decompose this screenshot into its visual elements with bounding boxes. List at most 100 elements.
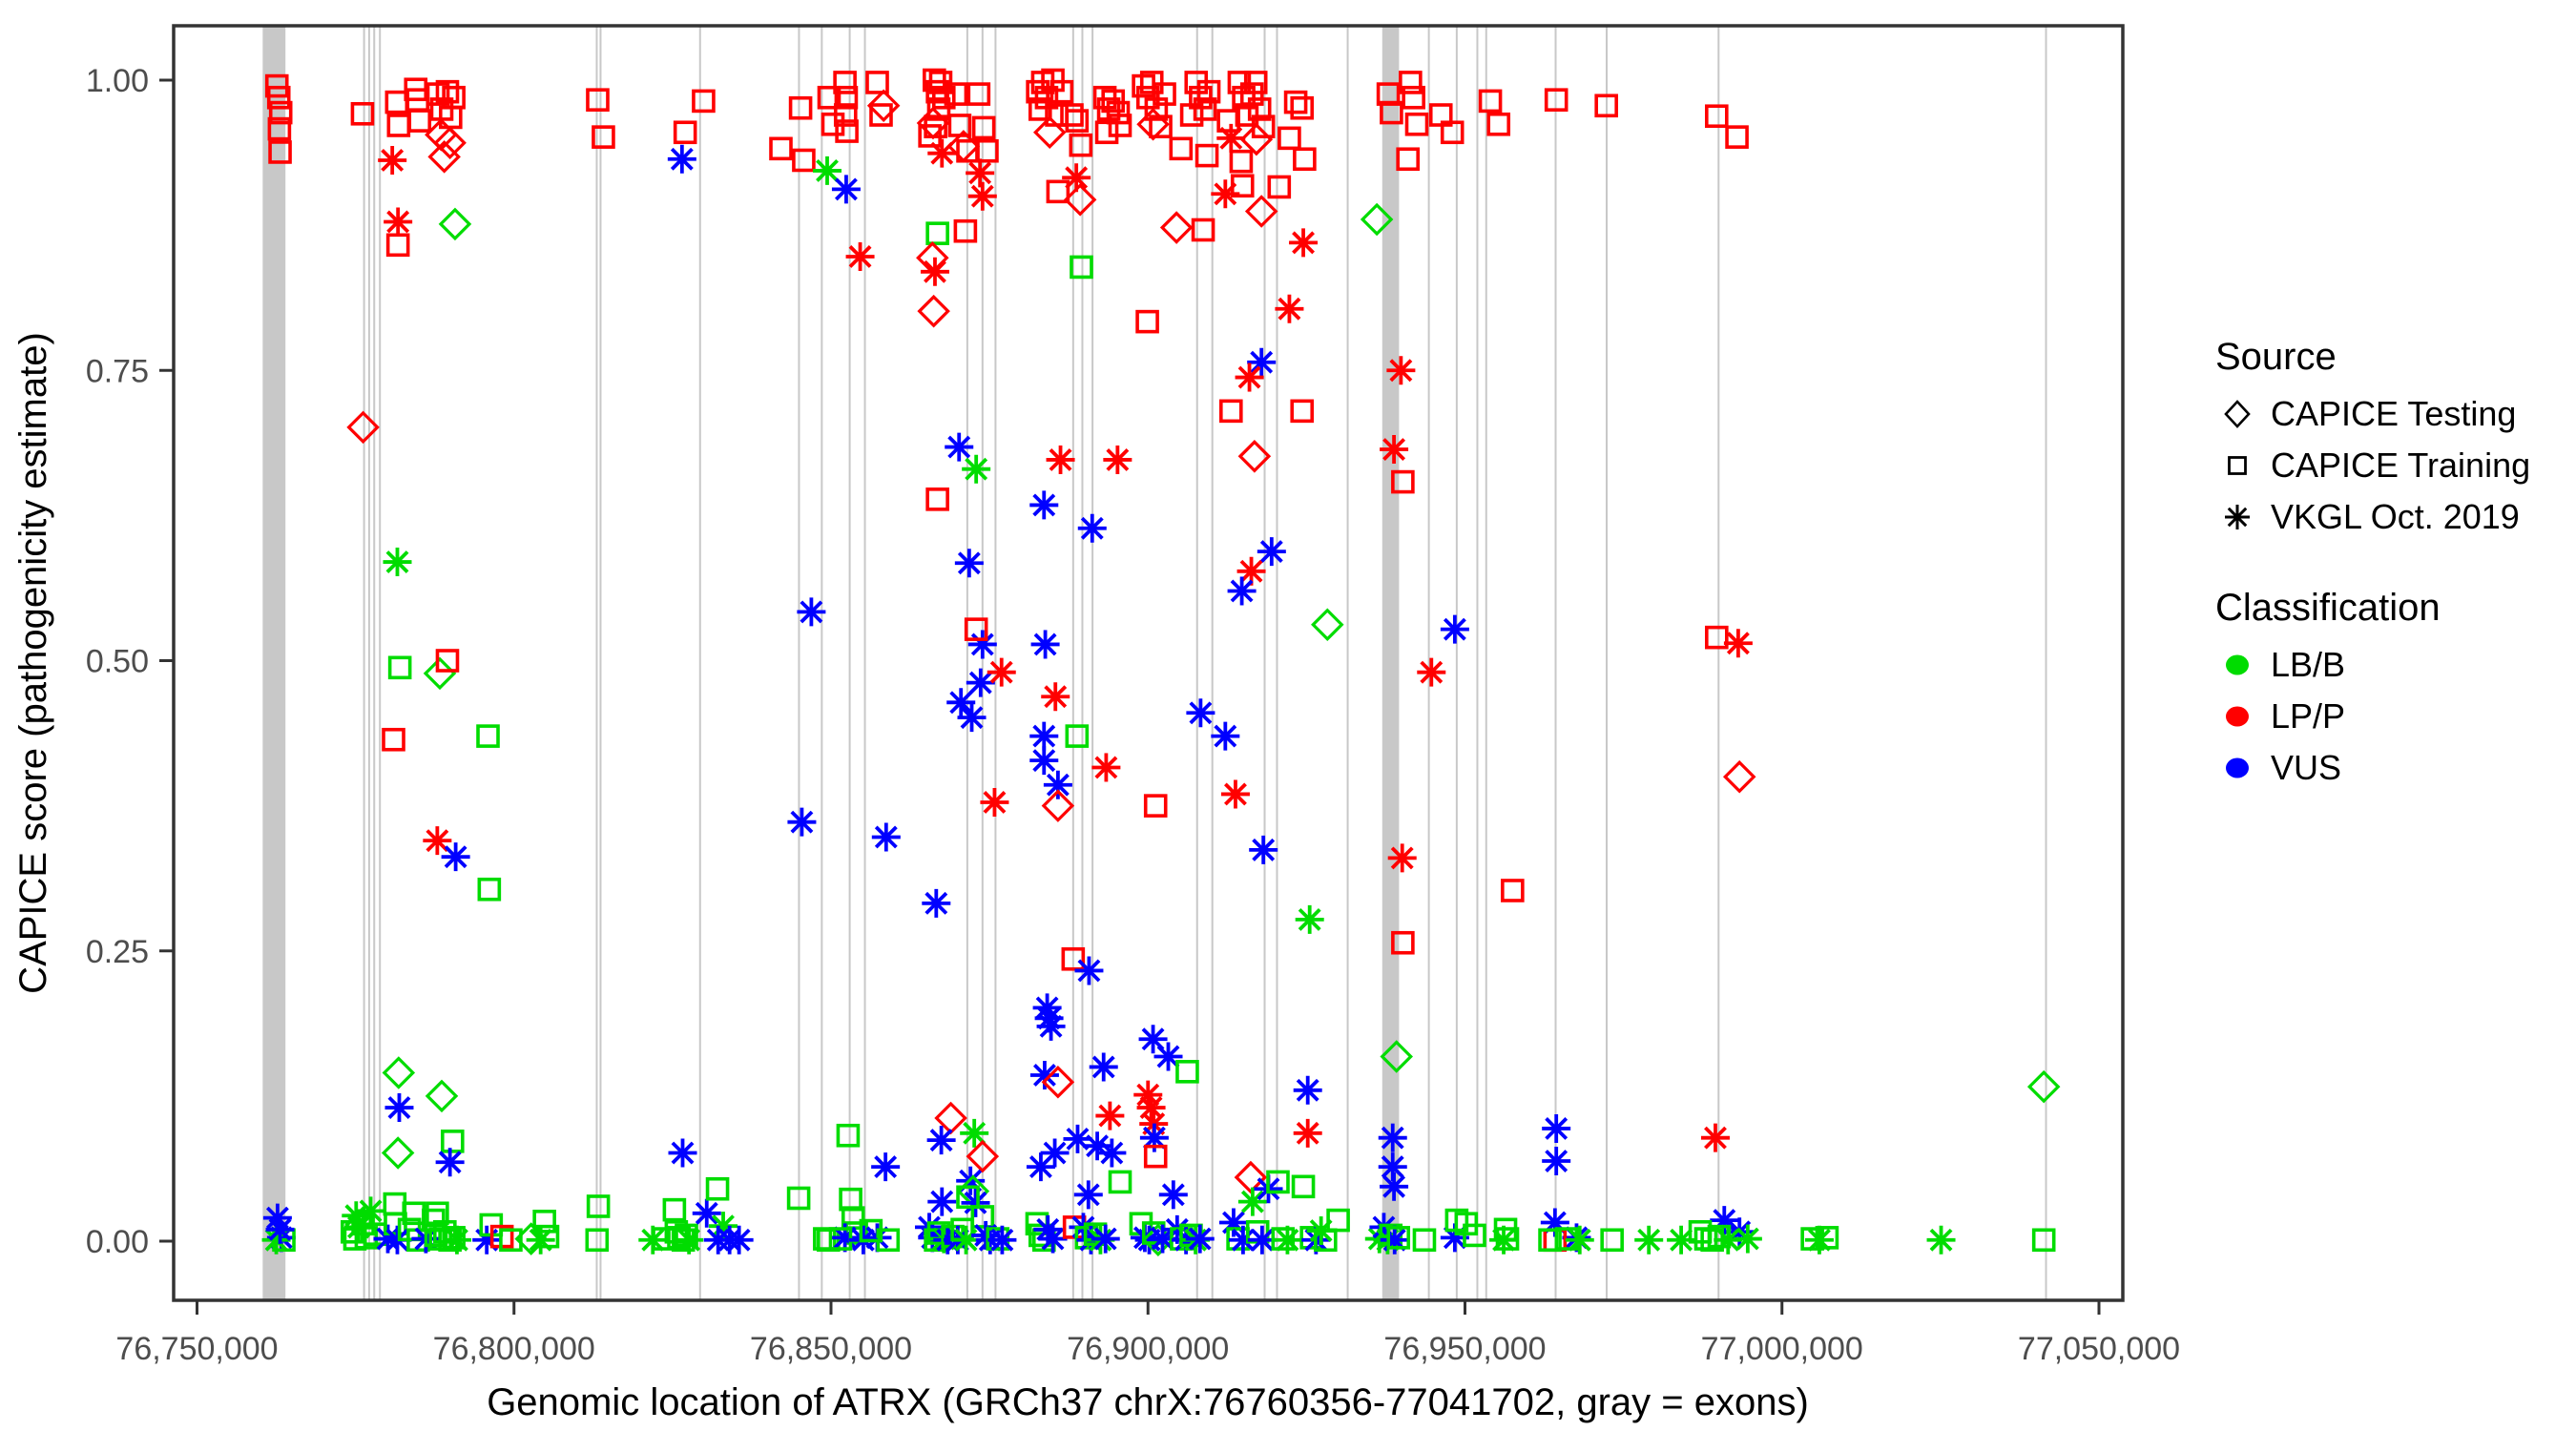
data-point [1091,1224,1120,1254]
data-point [1714,1225,1743,1255]
data-point [797,597,826,627]
vus-blue-dot-icon [2215,746,2259,790]
data-point [917,294,950,328]
y-tick-label: 1.00 [86,63,149,99]
data-point [662,1197,687,1222]
data-point [1380,1040,1413,1073]
data-point [1725,125,1749,149]
data-point [1926,1225,1956,1255]
legend-item-label: CAPICE Training [2271,446,2531,485]
x-tick-label: 76,950,000 [1383,1331,1546,1367]
data-point [769,136,793,161]
data-point [1077,513,1107,543]
data-point [442,1225,471,1255]
y-tick-label: 0.00 [86,1224,149,1260]
data-point [1046,179,1070,204]
data-point [1069,133,1093,157]
data-point [792,148,816,173]
data-point [1091,753,1121,782]
data-point [1094,120,1119,145]
data-point [1501,879,1525,902]
data-points [261,68,2061,1257]
data-point [871,1152,901,1182]
data-point [1700,1123,1730,1152]
data-point [1247,97,1272,121]
data-point [1387,843,1417,873]
data-point [1440,120,1465,145]
data-point [966,668,995,697]
data-point [673,120,697,145]
data-point [946,688,976,717]
data-point [442,1226,466,1250]
data-point [1041,1066,1075,1099]
data-point [1108,1170,1132,1194]
data-point [1267,175,1292,199]
data-point [427,140,461,174]
data-point [1143,794,1168,818]
data-point [1396,147,1420,172]
data-point [1278,126,1301,151]
data-point [951,1225,981,1255]
data-point [834,85,859,110]
data-point [1237,1187,1267,1216]
data-point [1378,1123,1407,1152]
data-point [1074,956,1104,985]
data-point [585,1228,610,1253]
y-tick-label: 0.50 [86,644,149,680]
data-point [1257,537,1286,567]
data-point [268,140,292,164]
data-point [1293,1075,1322,1105]
data-point [1290,399,1315,424]
data-point [961,1188,990,1217]
data-point [1237,440,1272,473]
data-point [350,101,375,126]
legend-item-vus: VUS [2215,742,2568,794]
data-point [1108,114,1132,137]
capice-training-square-icon [2215,444,2259,487]
data-point [1029,490,1059,520]
data-point [1600,1228,1624,1253]
exon-band [262,26,286,1300]
legend-item-lpp: LP/P [2215,691,2568,742]
data-point [387,655,412,680]
legend-item-capice-testing: CAPICE Testing [2215,388,2568,440]
data-point [1247,347,1277,377]
data-point [1538,1228,1562,1253]
data-point [383,1192,407,1216]
data-point [944,82,968,106]
data-point [381,1136,415,1170]
data-point [1169,136,1194,161]
data-point [724,1225,754,1255]
data-point [442,85,466,110]
data-point [1029,721,1059,751]
x-tick-label: 77,000,000 [1701,1331,1863,1367]
data-point [1247,1225,1277,1255]
data-point [1065,724,1090,748]
data-point [268,100,293,125]
data-point [865,71,889,94]
data-point [266,85,291,110]
data-point [267,116,292,141]
x-axis-title: Genomic location of ATRX (GRCh37 chrX:76… [487,1381,1809,1423]
data-point [1211,179,1240,209]
data-point [1634,1225,1664,1255]
data-point [477,877,502,902]
data-point [441,842,470,872]
data-point [946,130,981,163]
data-point [1239,122,1274,156]
legend-item-vkgl: VKGL Oct. 2019 [2215,491,2568,543]
data-point [1227,576,1257,606]
data-point [835,119,859,143]
x-tick-label: 76,750,000 [115,1331,278,1367]
data-point [960,1118,989,1148]
data-point [1412,1228,1437,1253]
data-point [1311,608,1344,642]
data-point [1705,104,1729,129]
data-point [1565,1225,1594,1255]
data-point [1062,163,1091,193]
data-point [705,1176,730,1201]
data-point [435,79,460,104]
data-point [1723,629,1753,658]
data-point [922,888,951,918]
